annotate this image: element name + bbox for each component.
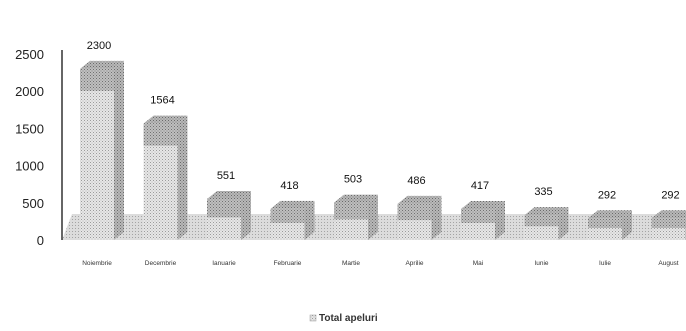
data-label: 292 (661, 189, 679, 201)
data-label: 417 (471, 180, 489, 192)
bar-cap (461, 208, 495, 223)
bar (143, 115, 188, 240)
x-tick-label: August (658, 260, 678, 267)
data-label: 2300 (87, 40, 111, 52)
x-tick-label: Martie (342, 260, 360, 267)
bar-top (80, 60, 124, 69)
data-label: 551 (217, 170, 235, 182)
bar-cap (651, 218, 686, 229)
y-tick-label: 0 (37, 233, 44, 248)
data-label: 503 (344, 174, 362, 186)
bar-side (177, 115, 188, 240)
y-tick-label: 2000 (15, 84, 44, 99)
x-tick-label: Iulie (599, 260, 611, 267)
legend: Total apeluri (309, 313, 378, 324)
bar-top (143, 115, 188, 124)
bar-front (80, 68, 114, 240)
bar-cap (588, 218, 622, 229)
category-labels: Noiembrie Decembrie Ianuarie Februarie Marti… (82, 260, 679, 267)
y-axis: 0 500 1000 1500 2000 2500 (15, 47, 63, 248)
bar-side (114, 60, 124, 240)
bar-top (588, 210, 632, 219)
legend-label: Total apeluri (319, 313, 378, 324)
bar (207, 191, 251, 240)
bar-cap (270, 208, 305, 223)
bar (270, 200, 315, 240)
bar (397, 195, 442, 240)
x-tick-label: Iunie (534, 260, 548, 267)
bar-cap (397, 203, 432, 221)
bar-top (524, 207, 569, 216)
bar-side (368, 194, 378, 240)
y-tick-label: 1500 (15, 121, 44, 136)
bar (334, 194, 378, 240)
bars (80, 60, 686, 240)
bar-cap (207, 199, 241, 218)
bar-top (207, 191, 251, 200)
data-label: 292 (598, 189, 616, 201)
bar-top (334, 194, 378, 203)
x-tick-label: Aprilie (405, 260, 423, 267)
data-labels: 2300 1564 551 418 503 486 417 335 292 292 (87, 40, 680, 201)
x-tick-label: Februarie (274, 260, 302, 267)
x-tick-label: Mai (473, 260, 483, 267)
bar-cap (334, 202, 368, 220)
data-label: 486 (407, 175, 425, 187)
y-tick-label: 500 (22, 196, 44, 211)
bar-side (431, 195, 442, 240)
bar (651, 210, 686, 240)
bar-top (397, 195, 442, 204)
bar (461, 200, 505, 240)
bar-cap (524, 215, 559, 227)
bar-side (304, 200, 315, 240)
y-tick-label: 1000 (15, 159, 44, 174)
x-tick-label: Decembrie (145, 260, 177, 267)
bar-top (461, 200, 505, 209)
x-tick-label: Noiembrie (82, 260, 112, 267)
bar (524, 207, 569, 240)
legend-swatch (309, 314, 317, 322)
data-label: 1564 (150, 95, 174, 107)
bar-side (241, 191, 251, 240)
y-tick-label: 2500 (15, 47, 44, 62)
data-label: 335 (534, 186, 552, 198)
bar-side (558, 207, 569, 240)
bar-top (651, 210, 686, 219)
bar-side (495, 200, 505, 240)
bar-cap (143, 123, 178, 146)
bar-side (622, 210, 632, 240)
bar (588, 210, 632, 240)
x-tick-label: Ianuarie (212, 260, 236, 267)
bar (80, 60, 124, 240)
bar-cap (80, 68, 114, 91)
bar-top (270, 200, 315, 209)
data-label: 418 (280, 180, 298, 192)
